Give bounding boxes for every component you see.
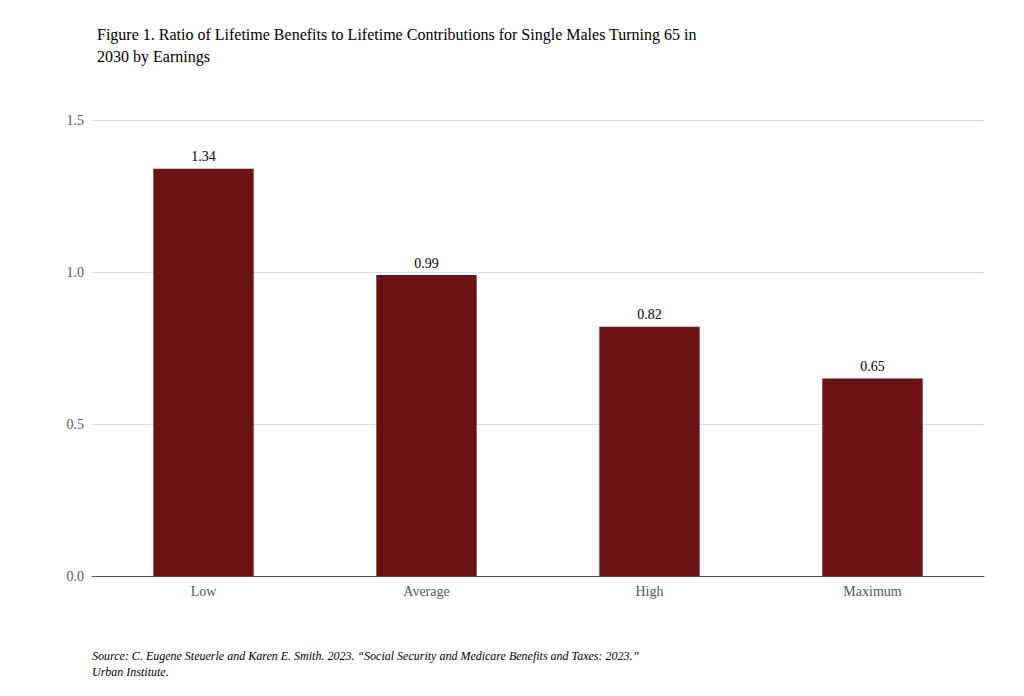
svg-text:2030 by Earnings: 2030 by Earnings [97,48,210,66]
svg-text:1.5: 1.5 [67,113,85,128]
svg-text:Maximum: Maximum [843,584,901,599]
svg-text:1.34: 1.34 [191,149,216,164]
svg-text:Urban Institute.: Urban Institute. [92,665,169,679]
svg-text:0.99: 0.99 [414,256,439,271]
svg-text:0.65: 0.65 [860,359,885,374]
svg-text:0.82: 0.82 [637,307,662,322]
svg-text:High: High [636,584,664,599]
svg-text:1.0: 1.0 [67,265,85,280]
svg-text:0.5: 0.5 [67,417,85,432]
svg-text:Source: C. Eugene Steuerle and: Source: C. Eugene Steuerle and Karen E. … [92,649,639,663]
svg-text:Low: Low [191,584,218,599]
svg-text:Average: Average [403,584,449,599]
svg-text:Figure 1. Ratio of Lifetime Be: Figure 1. Ratio of Lifetime Benefits to … [97,26,697,44]
svg-text:0.0: 0.0 [67,569,85,584]
